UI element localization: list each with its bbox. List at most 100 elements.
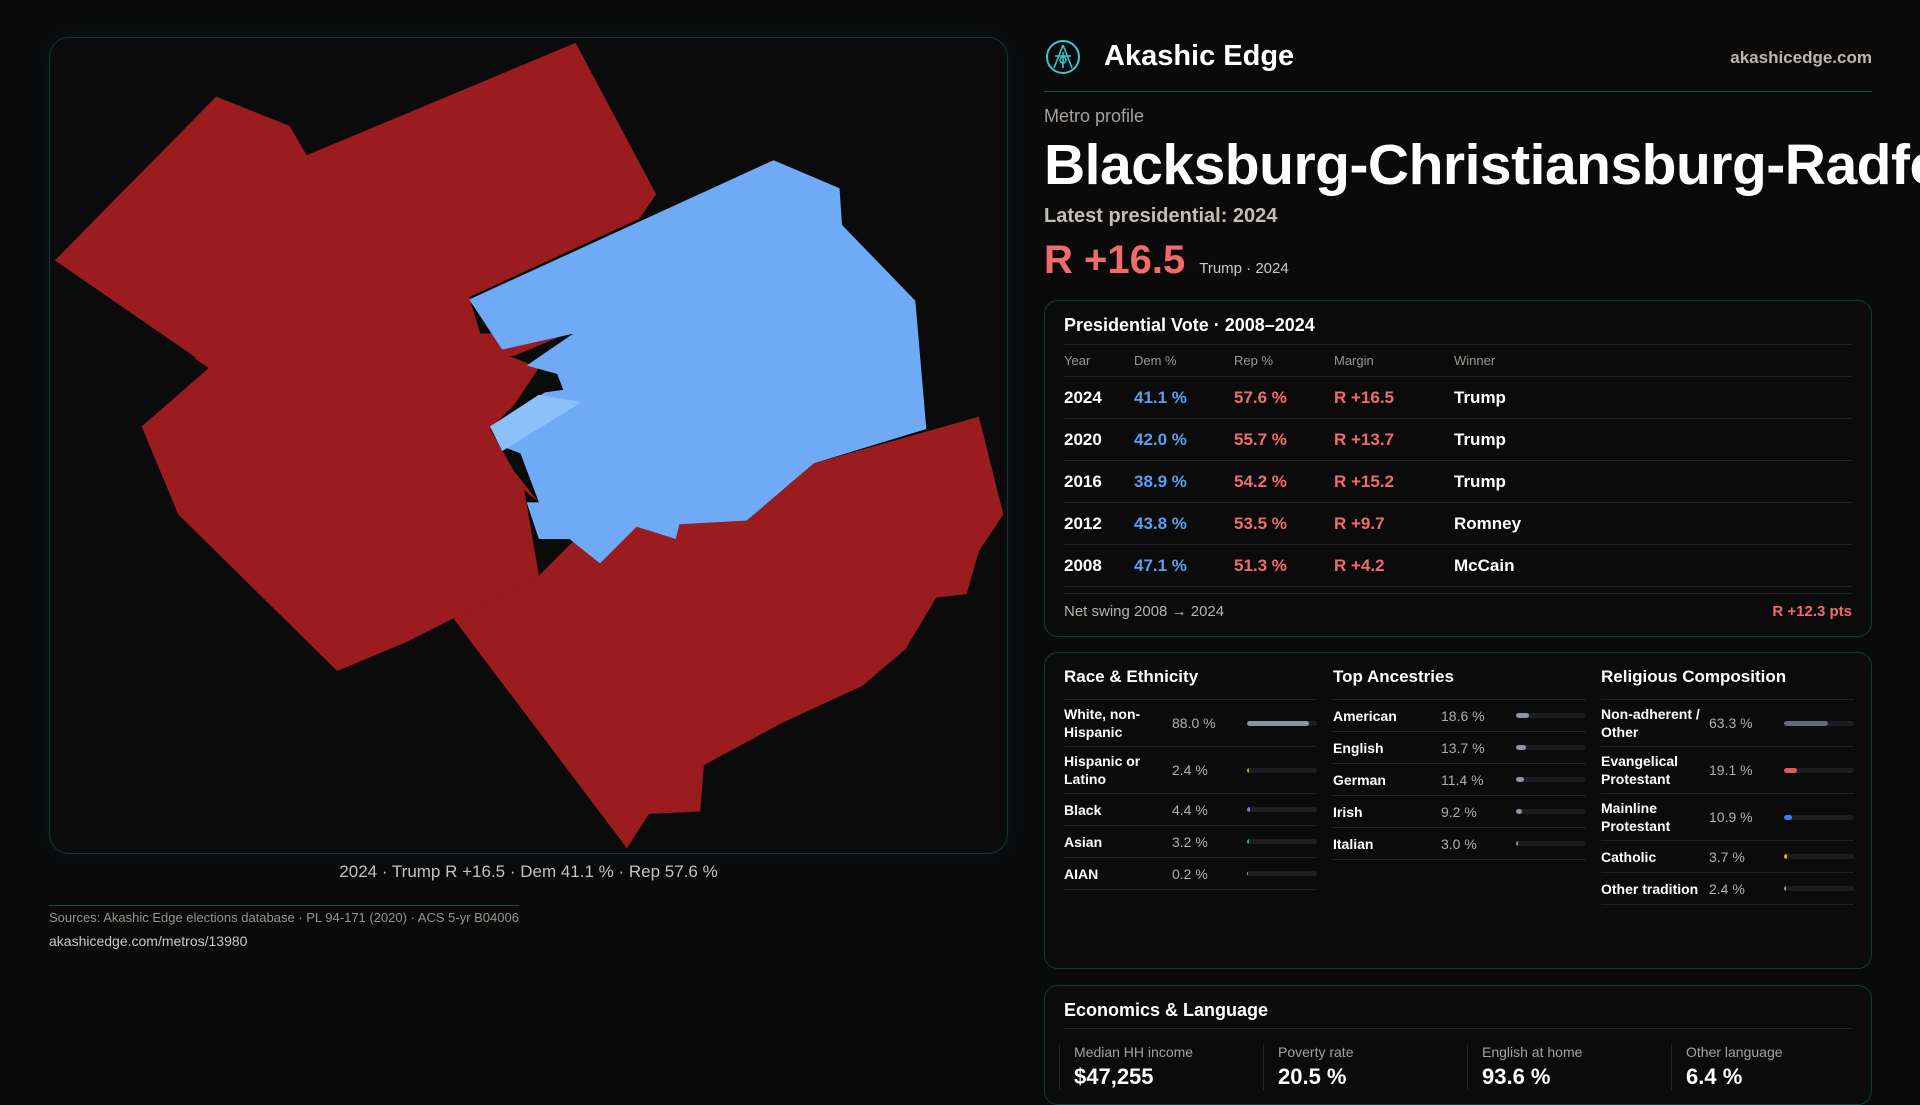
sources-note: Sources: Akashic Edge elections database…	[49, 905, 519, 925]
table-row[interactable]: 2012 43.8 % 53.5 % R +9.7 Romney	[1064, 503, 1852, 545]
list-item: Catholic 3.7 %	[1601, 841, 1854, 873]
stat-value: 20.5 %	[1278, 1064, 1347, 1089]
share-bar-fill	[1247, 839, 1250, 844]
item-value: 18.6 %	[1441, 707, 1485, 724]
share-bar-fill	[1516, 713, 1530, 718]
share-bar	[1784, 767, 1854, 773]
stat-label: English at home	[1482, 1044, 1583, 1060]
county-rep-north[interactable]	[54, 42, 657, 368]
economics-card: Economics & Language Median HH income $47…	[1044, 985, 1872, 1105]
map-caption: 2024 · Trump R +16.5 · Dem 41.1 % · Rep …	[339, 862, 718, 881]
share-bar	[1247, 720, 1317, 726]
share-bar-fill	[1247, 767, 1249, 773]
item-label: Hispanic or Latino	[1064, 753, 1141, 787]
share-bar	[1784, 854, 1854, 859]
item-label: German	[1333, 771, 1386, 788]
share-bar	[1247, 839, 1317, 844]
share-bar-fill	[1784, 886, 1786, 891]
latest-margin-row: R +16.5 Trump · 2024	[1044, 238, 1289, 283]
cell-year: 2008	[1064, 556, 1102, 575]
col-rep: Rep %	[1234, 353, 1274, 368]
cell-rep: 53.5 %	[1234, 514, 1287, 533]
item-value: 19.1 %	[1709, 762, 1753, 778]
list-item: German 11.4 %	[1333, 764, 1586, 796]
cell-margin: R +9.7	[1334, 514, 1385, 533]
cell-winner: Romney	[1454, 514, 1522, 533]
item-value: 3.7 %	[1709, 848, 1745, 865]
map-panel[interactable]	[49, 37, 1008, 854]
permalink[interactable]: akashicedge.com/metros/13980	[49, 933, 248, 949]
cell-winner: Trump	[1454, 388, 1506, 407]
list-item: Other tradition 2.4 %	[1601, 873, 1854, 905]
cell-margin: R +4.2	[1334, 556, 1385, 575]
table-row[interactable]: 2008 47.1 % 51.3 % R +4.2 McCain	[1064, 545, 1852, 587]
item-value: 9.2 %	[1441, 803, 1477, 820]
list-item: Evangelical Protestant 19.1 %	[1601, 747, 1854, 794]
city-dem-small[interactable]	[490, 394, 582, 451]
item-value: 4.4 %	[1172, 801, 1208, 818]
item-label: White, non-Hispanic	[1064, 706, 1141, 740]
cell-rep: 57.6 %	[1234, 388, 1287, 407]
cell-dem: 42.0 %	[1134, 430, 1187, 449]
list-item: Asian 3.2 %	[1064, 826, 1317, 858]
item-label: American	[1333, 707, 1397, 724]
list-item: Italian 3.0 %	[1333, 828, 1586, 860]
item-label: Other tradition	[1601, 880, 1699, 897]
cell-winner: Trump	[1454, 430, 1506, 449]
list-item: White, non-Hispanic 88.0 %	[1064, 700, 1317, 747]
item-value: 10.9 %	[1709, 809, 1753, 825]
share-bar-fill	[1784, 767, 1798, 773]
share-bar	[1247, 871, 1317, 876]
list-item: Irish 9.2 %	[1333, 796, 1586, 828]
footer-notes: Sources: Akashic Edge elections database…	[49, 905, 1008, 949]
county-rep-southeast[interactable]	[453, 416, 1004, 849]
cell-dem: 47.1 %	[1134, 556, 1187, 575]
item-label: Irish	[1333, 803, 1363, 820]
share-bar	[1516, 809, 1586, 814]
stat-tile: English at home 93.6 %	[1467, 1044, 1667, 1090]
county-rep-southwest[interactable]	[141, 353, 539, 671]
cell-dem: 41.1 %	[1134, 388, 1187, 407]
akashic-emblem-icon	[1046, 40, 1080, 74]
item-label: Evangelical Protestant	[1601, 753, 1679, 787]
cell-margin: R +16.5	[1334, 388, 1395, 407]
item-label: English	[1333, 739, 1384, 756]
share-bar	[1784, 814, 1854, 820]
stat-value: 6.4 %	[1686, 1064, 1743, 1089]
net-swing: Net swing 2008 → 2024 R +12.3 pts	[1064, 593, 1852, 620]
net-swing-value: R +12.3 pts	[1772, 603, 1852, 620]
city-dem-main[interactable]	[469, 160, 927, 564]
share-bar	[1247, 807, 1317, 812]
list-item: AIAN 0.2 %	[1064, 858, 1317, 890]
table-row[interactable]: 2020 42.0 % 55.7 % R +13.7 Trump	[1064, 419, 1852, 461]
religious-composition: Religious Composition Non-adherent / Othe…	[1601, 667, 1854, 905]
item-label: AIAN	[1064, 865, 1099, 882]
share-bar-fill	[1784, 854, 1787, 859]
cell-rep: 51.3 %	[1234, 556, 1287, 575]
item-label: Mainline Protestant	[1601, 800, 1671, 834]
brand-name: Akashic Edge	[1104, 40, 1295, 72]
item-label: Non-adherent / Other	[1601, 706, 1700, 740]
table-row[interactable]: 2024 41.1 % 57.6 % R +16.5 Trump	[1064, 377, 1852, 419]
brand-domain-link[interactable]: akashicedge.com	[1730, 48, 1872, 67]
stat-value: $47,255	[1074, 1064, 1154, 1089]
table-row[interactable]: 2016 38.9 % 54.2 % R +15.2 Trump	[1064, 461, 1852, 503]
share-bar	[1784, 720, 1854, 726]
presidential-vote-card: Presidential Vote · 2008–2024 Year Dem %…	[1044, 300, 1872, 637]
stat-value: 93.6 %	[1482, 1064, 1551, 1089]
cell-rep: 54.2 %	[1234, 472, 1287, 491]
latest-presidential: Latest presidential: 2024	[1044, 205, 1278, 227]
item-label: Asian	[1064, 833, 1103, 850]
stat-tile: Other language 6.4 %	[1671, 1044, 1871, 1090]
latest-margin: R +16.5	[1044, 238, 1186, 282]
cell-year: 2016	[1064, 472, 1102, 491]
section-title: Race & Ethnicity	[1064, 667, 1317, 700]
metro-map[interactable]	[50, 38, 1007, 853]
card-title: Economics & Language	[1064, 1000, 1269, 1020]
stat-label: Poverty rate	[1278, 1044, 1354, 1060]
top-ancestries: Top Ancestries American 18.6 % English 13.7 …	[1333, 667, 1586, 860]
col-margin: Margin	[1334, 353, 1374, 368]
item-label: Italian	[1333, 835, 1374, 852]
item-value: 63.3 %	[1709, 715, 1753, 731]
item-label: Black	[1064, 801, 1102, 818]
